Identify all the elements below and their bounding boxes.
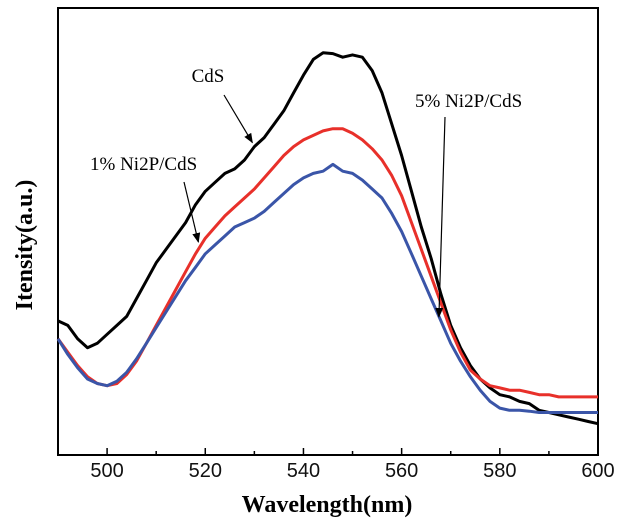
series-line-0 [57, 51, 599, 426]
x-tick-label: 500 [90, 460, 123, 482]
annotation-layer: CdS 1% Ni2P/CdS 5% Ni2P/CdS [90, 66, 522, 318]
annotation-arrow-0 [223, 94, 253, 144]
plot-area [57, 7, 599, 456]
annotation-label-0: CdS [192, 66, 225, 87]
annotation-label-2: 5% Ni2P/CdS [415, 91, 522, 112]
x-tick-label: 520 [189, 460, 222, 482]
x-tick-label: 600 [581, 460, 614, 482]
series-layer [56, 51, 599, 426]
annotation-arrow-2 [435, 116, 446, 318]
annotation-arrow-1 [183, 181, 201, 244]
x-tick-label: 580 [483, 460, 516, 482]
y-axis-title: Itensity(a.u.) [12, 180, 38, 311]
plot-frame [57, 7, 599, 456]
x-tick-layer: 500 520 540 560 580 600 [57, 448, 615, 482]
x-axis-title: Wavelength(nm) [242, 492, 413, 518]
x-tick-label: 560 [385, 460, 418, 482]
x-tick-label: 540 [287, 460, 320, 482]
series-line-2 [56, 162, 598, 414]
annotation-label-1: 1% Ni2P/CdS [90, 154, 197, 175]
